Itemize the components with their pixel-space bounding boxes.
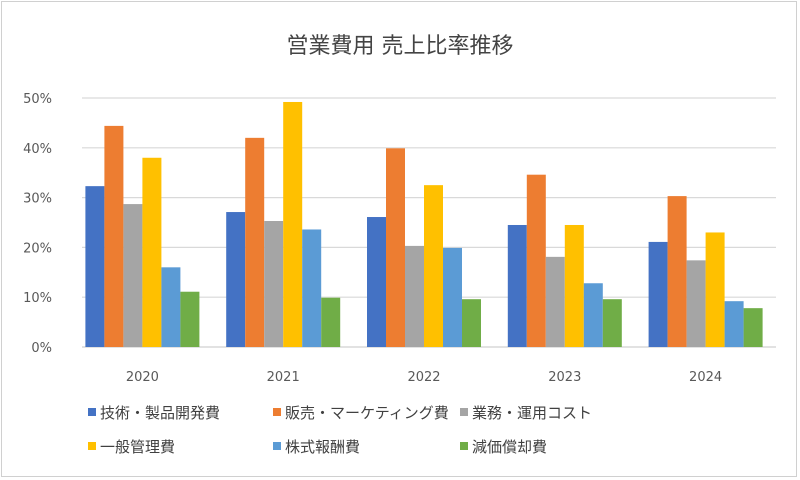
legend-item: 技術・製品開発費 [88,404,220,422]
bar [724,301,744,347]
legend-item: 販売・マーケティング費 [273,404,449,422]
bar [142,157,162,347]
bar [226,212,246,347]
bar [424,185,443,347]
bar [507,224,527,347]
bar [583,283,603,347]
legend-swatch [273,442,281,450]
bar [602,299,622,347]
x-tick-label: 2024 [689,370,722,385]
y-tick-label: 30% [23,192,52,207]
legend-swatch [273,408,281,416]
bar [462,299,481,347]
bar [667,196,687,347]
legend-swatch [460,408,468,416]
y-tick-label: 40% [23,142,52,157]
legend-label: 株式報酬費 [285,438,360,456]
legend-swatch [88,408,96,416]
bar [526,174,546,347]
bar [264,221,284,347]
chart-title: 営業費用 売上比率推移 [287,34,514,59]
y-tick-label: 0% [31,341,52,356]
legend-label: 減価償却費 [472,438,547,456]
legend-swatch [460,442,468,450]
y-tick-label: 50% [23,92,52,107]
bars [85,101,763,347]
bar [386,148,405,347]
bar [443,247,462,347]
bar [85,186,105,347]
x-tick-label: 2023 [548,370,581,385]
legend-label: 一般管理費 [100,438,175,456]
y-tick-label: 20% [23,241,52,256]
legend-label: 技術・製品開発費 [100,404,220,422]
x-tick-label: 2022 [407,370,440,385]
legend-swatch [88,442,96,450]
axis-labels: 0% 10% 20% 30% 40% 50% 2020 2021 2022 2023 2024 [23,92,722,385]
x-tick-label: 2021 [267,370,300,385]
bar [705,232,725,347]
bar [564,224,584,347]
legend-label: 販売・マーケティング費 [285,404,449,422]
bar [321,297,341,347]
bar [405,245,424,347]
bar [743,308,763,347]
bar [686,260,706,347]
bar [161,267,181,347]
bar [104,125,124,347]
bar [302,229,322,347]
legend-item: 株式報酬費 [273,438,360,456]
legend-item: 一般管理費 [88,438,175,456]
bar [648,241,668,347]
legend-item: 業務・運用コスト [460,404,592,422]
bar [367,217,386,347]
bar [123,204,143,347]
x-tick-label: 2020 [126,370,159,385]
bar [545,256,565,347]
bar [283,101,303,347]
y-tick-label: 10% [23,291,52,306]
legend-label: 業務・運用コスト [472,404,592,422]
legend-item: 減価償却費 [460,438,547,456]
bar [180,291,200,347]
bar [245,137,265,347]
